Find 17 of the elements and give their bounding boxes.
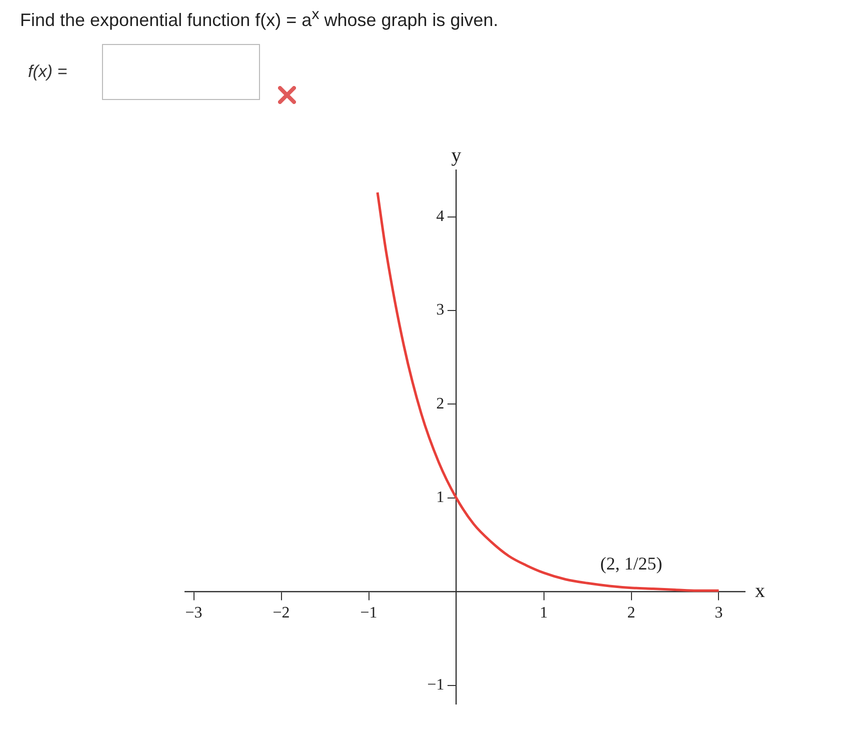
line-series: [376, 191, 720, 592]
x-tick-label: 3: [714, 604, 723, 622]
x-axis-title: x: [755, 580, 765, 602]
x-tick-label: 2: [627, 604, 636, 622]
y-axis-title: y: [451, 144, 462, 166]
x-tick-label: −3: [185, 604, 202, 622]
x-tick-label: −2: [272, 604, 290, 622]
x-tick-label: −1: [360, 604, 378, 622]
chart-title: Find the exponential function f(x) = a$^{x}$ whose graph is given.: [20, 6, 498, 31]
y-tick-label: −1: [427, 676, 444, 694]
y-tick-label: 2: [436, 395, 444, 412]
y-tick-label: 1: [436, 489, 444, 506]
x-tick-label: 1: [540, 604, 548, 622]
annotation: (2, 1/25): [600, 554, 662, 574]
y-tick-label: 3: [436, 302, 444, 319]
text: f(x) =: [28, 62, 68, 82]
y-tick-label: 4: [436, 208, 444, 226]
